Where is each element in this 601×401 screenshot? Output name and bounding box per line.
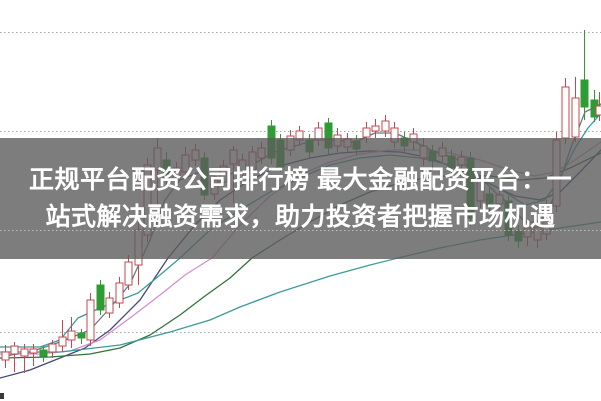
candle-body-down: [96, 284, 105, 311]
candle-body-up: [10, 345, 19, 355]
headline-line2: 站式解决融资需求，助力投资者把握市场机遇: [45, 202, 556, 231]
candle-body-up: [124, 261, 133, 286]
candle-body-down: [39, 349, 48, 357]
candle-body-up: [115, 282, 124, 304]
dotted-gridline: [0, 230, 601, 231]
candle-body-up: [571, 97, 580, 138]
candle-body-up: [48, 343, 57, 353]
candle-body-up: [105, 297, 114, 314]
candle-body-up: [67, 330, 76, 341]
clipped-text-artifact: [0, 393, 4, 399]
candle-body-up: [1, 351, 10, 361]
candle-body-up: [86, 299, 95, 341]
candle-body-up: [561, 86, 570, 139]
candle-body-up: [595, 105, 601, 116]
headline-line1: 正规平台配资公司排行榜 最大金融配资平台：一: [29, 165, 572, 194]
candle-body-down: [580, 79, 589, 108]
candle-body-up: [362, 127, 371, 138]
watermark-band: 正规平台配资公司排行榜 最大金融配资平台：一 站式解决融资需求，助力投资者把握市…: [0, 138, 601, 259]
candle-body-up: [20, 348, 29, 357]
candle-body-up: [58, 336, 67, 347]
candle-body-up: [29, 348, 38, 354]
candle-body-up: [371, 125, 380, 132]
candle-body-down: [77, 332, 86, 339]
candle-body-up: [381, 120, 390, 132]
